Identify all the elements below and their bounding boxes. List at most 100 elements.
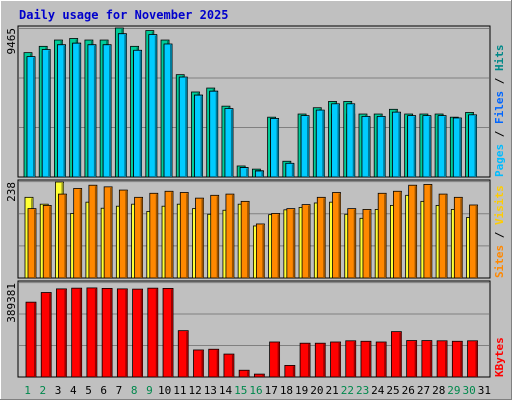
series-kbytes (25, 287, 478, 378)
legend-entry: / (493, 225, 506, 245)
bar-shadow (185, 78, 188, 177)
bar-shadow (399, 332, 402, 377)
bar-shadow (323, 344, 326, 377)
x-tick-label: 10 (158, 384, 171, 397)
x-tick-label: 6 (100, 384, 107, 397)
x-tick-label: 28 (432, 384, 445, 397)
bar-shadow (308, 205, 311, 278)
bar-shadow (444, 116, 447, 177)
bar-shadow (125, 289, 128, 377)
bar-shadow (384, 342, 387, 377)
bar-shadow (216, 196, 219, 278)
bar-shadow (429, 185, 432, 278)
x-tick-label: 11 (173, 384, 186, 397)
panel-legend: Pages / Files / Hits (493, 45, 506, 178)
x-tick-label: 15 (234, 384, 247, 397)
chart-panels: 9465 Pages / Files / Hits 238 Sites / Visit… (5, 25, 506, 378)
bar-shadow (352, 104, 355, 177)
bar-shadow (291, 164, 294, 177)
bar-shadow (322, 111, 325, 177)
bar-shadow (139, 51, 142, 177)
bar-shadow (414, 186, 417, 278)
bar-shadow (63, 45, 66, 177)
bar-shadow (367, 117, 370, 177)
bar-shadow (49, 293, 52, 377)
x-tick-label: 5 (85, 384, 92, 397)
bar-shadow (398, 113, 401, 177)
bar-shadow (231, 195, 234, 278)
bar-shadow (384, 194, 387, 278)
bar-shadow (64, 289, 67, 377)
bar-shadow (34, 209, 36, 278)
panel-legend: Sites / Visits (493, 185, 506, 278)
bar-shadow (171, 192, 174, 278)
series-sites (27, 184, 478, 279)
legend-entry: Files (493, 91, 506, 124)
bar-shadow (460, 342, 463, 377)
x-tick-label: 13 (204, 384, 217, 397)
y-max-label: 238 (5, 182, 18, 202)
bar-shadow (474, 115, 477, 177)
bar-shadow (307, 116, 310, 177)
bar-shadow (337, 104, 340, 177)
bar-shadow (475, 205, 478, 278)
bar-shadow (79, 189, 82, 278)
x-tick-label: 23 (356, 384, 369, 397)
bar-shadow (323, 198, 326, 278)
bar-shadow (353, 209, 356, 278)
bar-shadow (292, 366, 295, 377)
x-tick-label: 30 (463, 384, 476, 397)
bar-shadow (140, 198, 143, 278)
bar-shadow (445, 195, 448, 278)
bar-shadow (186, 331, 189, 377)
bar-shadow (246, 168, 249, 177)
bar-shadow (93, 45, 96, 177)
bar-shadow (201, 350, 204, 377)
bar-shadow (110, 187, 113, 278)
bar-shadow (399, 192, 402, 278)
chart-title: Daily usage for November 2025 (19, 8, 229, 22)
bar-shadow (49, 206, 52, 278)
bar-shadow (154, 35, 157, 177)
x-tick-label: 29 (447, 384, 460, 397)
bar-shadow (230, 109, 233, 177)
x-tick-label: 21 (326, 384, 339, 397)
bar-shadow (262, 224, 265, 278)
series-pages (26, 33, 477, 178)
x-tick-label: 24 (371, 384, 385, 397)
bar-shadow (200, 96, 203, 177)
bar-shadow (216, 350, 219, 377)
bar-shadow (445, 341, 448, 377)
bar-shadow (125, 191, 128, 278)
x-tick-label: 2 (40, 384, 47, 397)
bar-shadow (201, 199, 204, 278)
bar-shadow (276, 119, 279, 177)
x-tick-label: 25 (386, 384, 399, 397)
bar-shadow (155, 289, 158, 377)
bar-shadow (109, 45, 112, 177)
x-tick-label: 18 (280, 384, 293, 397)
bar-shadow (170, 44, 173, 178)
x-tick-label: 3 (55, 384, 62, 397)
bar-shadow (413, 116, 416, 177)
x-tick-label: 27 (417, 384, 430, 397)
bar-shadow (94, 186, 97, 278)
bar-shadow (459, 118, 462, 177)
bar-shadow (277, 214, 280, 278)
legend-entry: Visits (493, 185, 506, 225)
legend-entry: / (493, 71, 506, 91)
bar-shadow (262, 375, 265, 377)
bar-shadow (94, 288, 97, 377)
x-tick-label: 20 (310, 384, 323, 397)
bar-shadow (140, 290, 143, 377)
x-tick-label: 14 (219, 384, 233, 397)
bar-shadow (429, 341, 432, 377)
x-tick-label: 9 (146, 384, 153, 397)
chart-panel-bot: 389381 KBytes (5, 280, 506, 378)
panel-legend: KBytes (493, 337, 506, 377)
x-tick-label: 7 (116, 384, 123, 397)
chart-panel-mid: 238 Sites / Visits (5, 179, 506, 279)
bar-shadow (110, 289, 113, 377)
bar-shadow (33, 57, 35, 177)
